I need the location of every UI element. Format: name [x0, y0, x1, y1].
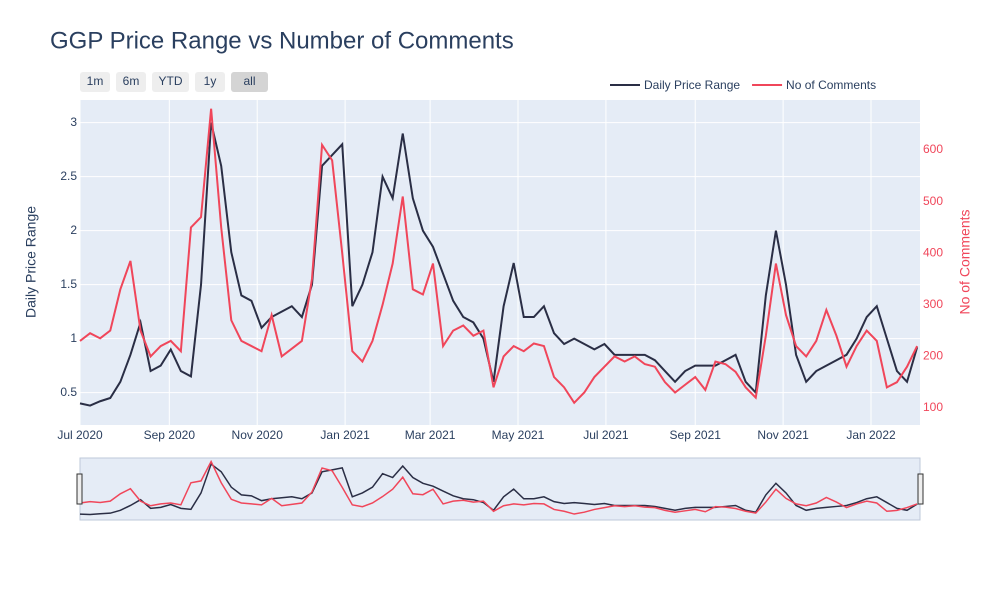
y2-tick-label: 100	[923, 400, 943, 414]
legend-label: No of Comments	[786, 78, 876, 92]
x-tick-label: Sep 2021	[670, 428, 722, 442]
x-tick-label: Jan 2021	[320, 428, 370, 442]
range-button-label: YTD	[159, 74, 183, 88]
y-tick-label: 0.5	[60, 385, 77, 399]
range-button-label: 1y	[204, 74, 217, 88]
y2-tick-label: 200	[923, 349, 943, 363]
slider-line	[79, 462, 918, 516]
y2-tick-label: 400	[923, 245, 943, 259]
x-tick-label: Sep 2020	[144, 428, 196, 442]
range-button[interactable]	[152, 72, 189, 92]
x-tick-label: Mar 2021	[405, 428, 456, 442]
range-button-label: all	[243, 74, 255, 88]
range-button[interactable]	[231, 72, 268, 92]
legend-label: Daily Price Range	[644, 78, 740, 92]
range-button-label: 6m	[123, 74, 140, 88]
x-tick-label: Nov 2020	[232, 428, 284, 442]
x-tick-label: Jul 2021	[583, 428, 629, 442]
y-tick-label: 3	[70, 115, 77, 129]
range-button[interactable]	[116, 72, 146, 92]
y-tick-label: 1	[70, 331, 77, 345]
slider-handle[interactable]	[76, 473, 83, 505]
plot-area	[80, 100, 920, 425]
x-tick-label: Jul 2020	[57, 428, 103, 442]
y-axis-title: Daily Price Range	[23, 206, 39, 318]
series-line	[79, 108, 919, 405]
x-tick-label: Jan 2022	[846, 428, 896, 442]
slider-handle[interactable]	[917, 473, 924, 505]
range-button[interactable]	[80, 72, 110, 92]
x-tick-label: Nov 2021	[757, 428, 809, 442]
y-tick-label: 1.5	[60, 277, 77, 291]
slider-line	[79, 459, 918, 515]
y2-tick-label: 300	[923, 297, 943, 311]
range-button-label: 1m	[87, 74, 104, 88]
y2-tick-label: 500	[923, 194, 943, 208]
chart-title: GGP Price Range vs Number of Comments	[50, 27, 514, 54]
y2-tick-label: 600	[923, 142, 943, 156]
y-tick-label: 2.5	[60, 169, 77, 183]
series-line	[79, 122, 919, 407]
range-slider[interactable]	[79, 457, 921, 521]
x-tick-label: May 2021	[492, 428, 545, 442]
y-tick-label: 2	[70, 223, 77, 237]
y2-axis-title: No of Comments	[957, 209, 973, 314]
range-button[interactable]	[195, 72, 225, 92]
